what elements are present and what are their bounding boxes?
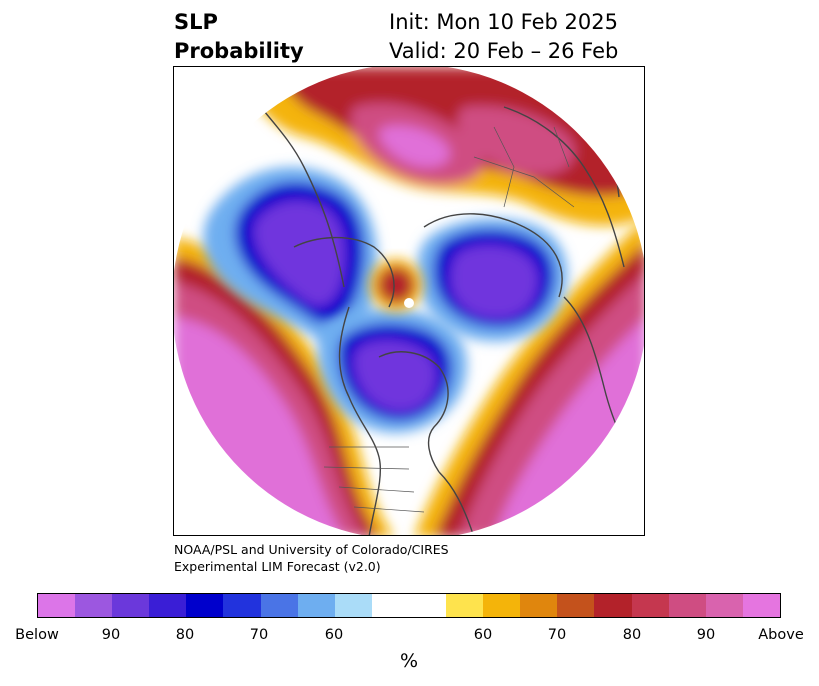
colorbar-cell [631, 594, 669, 617]
colorbar-cell [297, 594, 335, 617]
title-left: SLP Probability [174, 8, 304, 66]
colorbar-cell [668, 594, 706, 617]
colorbar-tick-label: Below [15, 627, 59, 643]
colorbar-tick-label: 90 [101, 627, 121, 643]
map-panel [173, 66, 645, 536]
colorbar-tick-label: 60 [324, 627, 344, 643]
title-product: Probability [174, 39, 304, 63]
colorbar-cell [705, 594, 743, 617]
colorbar-cell [483, 594, 521, 617]
colorbar-unit: % [399, 650, 419, 672]
borders [323, 126, 575, 513]
colorbar-cell [223, 594, 261, 617]
colorbar-cell [260, 594, 298, 617]
colorbar-tick-label: 90 [696, 627, 716, 643]
colorbar-cell [408, 594, 447, 617]
colorbar-tick-label: 80 [175, 627, 195, 643]
colorbar-cell [149, 594, 187, 617]
colorbar [37, 593, 781, 618]
colorbar-cell [446, 594, 484, 617]
title-valid-range: Valid: 20 Feb – 26 Feb [389, 39, 619, 63]
colorbar-tick-label: 70 [547, 627, 567, 643]
credit-text: NOAA/PSL and University of Colorado/CIRE… [174, 541, 449, 575]
colorbar-cell [334, 594, 372, 617]
title-variable: SLP [174, 10, 218, 34]
colorbar-cell [520, 594, 558, 617]
colorbar-tick-label: 80 [622, 627, 642, 643]
colorbar-cell [742, 594, 780, 617]
colorbar-tick-label: 60 [473, 627, 493, 643]
probability-shading [174, 67, 644, 535]
colorbar-tick-label: Above [758, 627, 804, 643]
credit-line-1: NOAA/PSL and University of Colorado/CIRE… [174, 542, 449, 557]
credit-line-2: Experimental LIM Forecast (v2.0) [174, 559, 381, 574]
title-init-date: Init: Mon 10 Feb 2025 [389, 10, 618, 34]
colorbar-cell [594, 594, 632, 617]
title-right: Init: Mon 10 Feb 2025 Valid: 20 Feb – 26… [389, 8, 618, 66]
colorbar-cell [371, 594, 409, 617]
colorbar-cell [75, 594, 113, 617]
colorbar-cell [38, 594, 76, 617]
colorbar-cell [557, 594, 595, 617]
colorbar-cell [186, 594, 224, 617]
colorbar-tick-label: 70 [249, 627, 269, 643]
colorbar-cell [112, 594, 150, 617]
probability-map [174, 67, 644, 535]
